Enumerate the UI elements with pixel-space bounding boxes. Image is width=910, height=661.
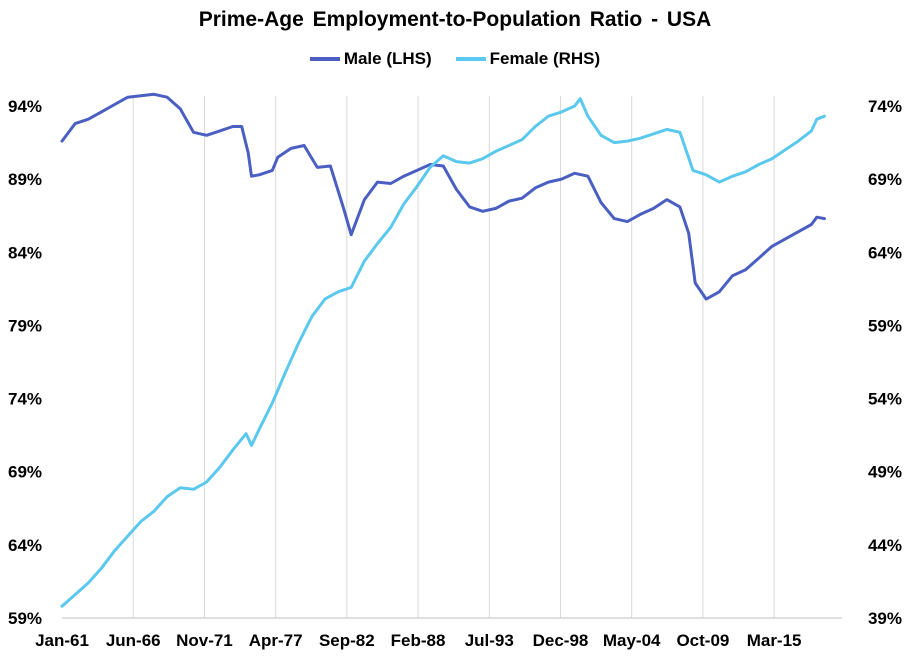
y-right-tick-label: 49% [868,463,902,482]
x-tick-label: Jun-66 [106,631,161,650]
legend-swatch-female [455,57,486,61]
y-right-tick-label: 39% [868,609,902,628]
x-tick-label: Jan-61 [35,631,89,650]
x-tick-label: Mar-15 [747,631,802,650]
legend-label-male: Male (LHS) [343,49,432,68]
tick-labels: Jan-61 Jun-66 Nov-71 Apr-77 Sep-82 Feb-88 Jul-… [8,97,902,650]
legend: Male (LHS) Female (RHS) [0,49,910,69]
legend-item-male: Male (LHS) [309,49,432,69]
x-tick-label: Dec-98 [533,631,589,650]
x-tick-label: May-04 [603,631,661,650]
y-right-tick-label: 44% [868,536,902,555]
y-left-tick-label: 64% [8,536,42,555]
x-tick-label: Apr-77 [249,631,303,650]
y-right-tick-label: 64% [868,243,902,262]
y-right-tick-label: 74% [868,97,902,116]
series-layer [60,92,826,608]
y-left-tick-label: 89% [8,170,42,189]
y-left-tick-label: 69% [8,463,42,482]
y-left-tick-label: 84% [8,243,42,262]
legend-swatch-male [309,57,340,61]
y-right-tick-label: 69% [868,170,902,189]
y-right-tick-label: 59% [868,316,902,335]
y-right-tick-label: 54% [868,390,902,409]
y-left-tick-label: 94% [8,97,42,116]
gridlines [132,96,775,618]
legend-item-female: Female (RHS) [455,49,601,69]
x-tick-label: Oct-09 [676,631,729,650]
x-tick-label: Feb-88 [391,631,446,650]
x-tick-label: Sep-82 [319,631,375,650]
series-line-male [60,92,826,301]
y-left-tick-label: 79% [8,316,42,335]
y-left-tick-label: 74% [8,390,42,409]
chart-title: Prime-Age Employment-to-Population Ratio… [198,8,712,31]
x-tick-label: Nov-71 [176,631,233,650]
y-left-tick-label: 59% [8,609,42,628]
legend-label-female: Female (RHS) [489,49,601,68]
x-tick-label: Jul-93 [465,631,514,650]
series-line-female [60,97,826,608]
